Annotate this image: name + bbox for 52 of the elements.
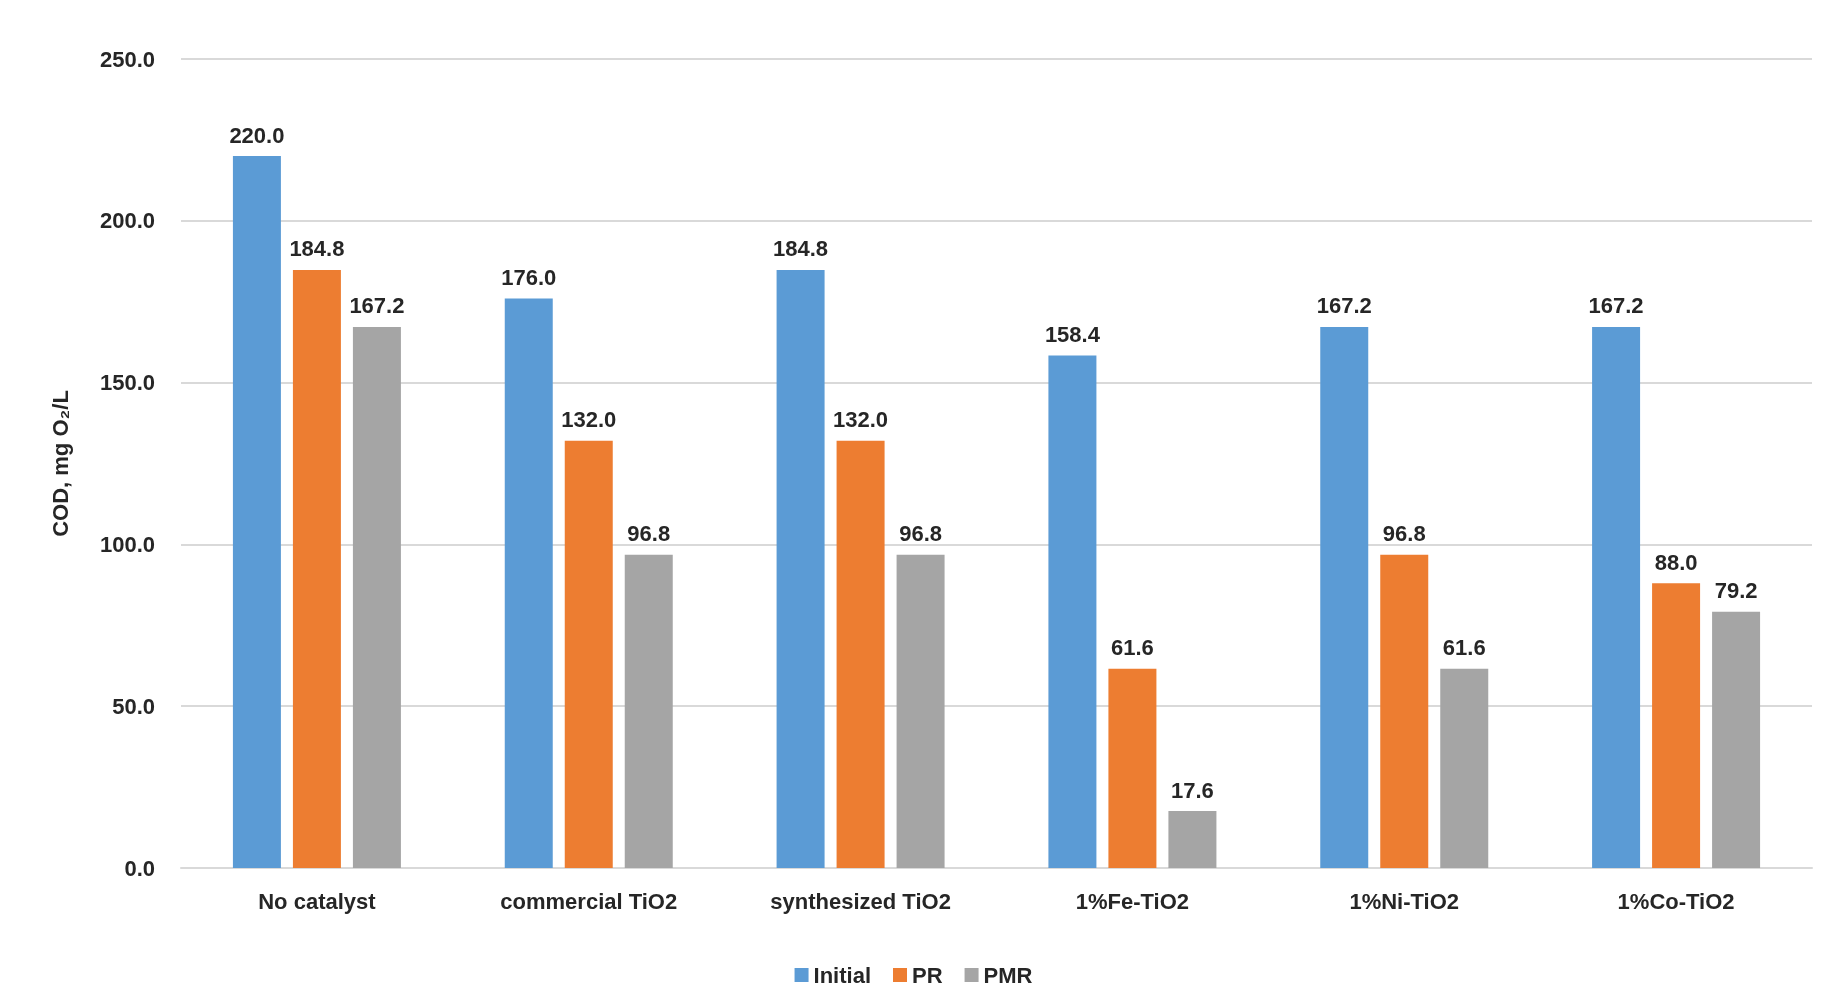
x-tick-label: synthesized TiO2: [770, 888, 951, 914]
bar: [1048, 355, 1097, 868]
data-label: 167.2: [1316, 293, 1372, 319]
data-label: 96.8: [1382, 521, 1426, 547]
bar: [1440, 668, 1489, 868]
y-tick-label: 50.0: [112, 693, 155, 719]
data-label: 17.6: [1171, 777, 1214, 803]
bar: [1592, 326, 1641, 868]
y-tick-label: 200.0: [99, 208, 155, 234]
data-label: 167.2: [1588, 293, 1644, 319]
data-label: 96.8: [627, 521, 671, 547]
bar: [1652, 583, 1701, 868]
bar: [504, 298, 553, 868]
bar: [292, 269, 341, 868]
legend-label: PMR: [983, 962, 1033, 988]
bar: [1380, 554, 1429, 868]
y-axis-title: COD, mg O₂/L: [47, 390, 73, 537]
data-label: 132.0: [833, 407, 889, 433]
bar: [352, 326, 401, 868]
data-label: 220.0: [229, 122, 285, 148]
bar: [1168, 811, 1217, 868]
data-label: 61.6: [1111, 635, 1154, 661]
y-tick-label: 150.0: [99, 370, 155, 396]
bar: [1108, 668, 1157, 868]
legend-label: Initial: [813, 962, 871, 988]
bar: [896, 554, 945, 868]
bar: [836, 440, 885, 868]
y-tick-label: 100.0: [99, 531, 155, 557]
x-tick-label: commercial TiO2: [500, 888, 678, 914]
x-tick-label: No catalyst: [258, 888, 377, 914]
bar: [232, 156, 281, 868]
bar: [564, 440, 613, 868]
bar: [776, 269, 825, 868]
data-label: 132.0: [561, 407, 617, 433]
data-label: 158.4: [1044, 321, 1101, 347]
y-tick-label: 0.0: [124, 855, 155, 881]
legend-label: PR: [912, 962, 943, 988]
data-label: 88.0: [1654, 549, 1698, 575]
y-tick-label: 250.0: [99, 46, 155, 72]
bar: [1712, 611, 1761, 868]
x-tick-label: 1%Fe-TiO2: [1075, 888, 1190, 914]
bar: [624, 554, 673, 868]
data-label: 167.2: [349, 293, 405, 319]
x-tick-label: 1%Co-TiO2: [1617, 888, 1735, 914]
data-label: 79.2: [1714, 578, 1758, 604]
data-label: 96.8: [899, 521, 942, 547]
data-label: 184.8: [773, 236, 829, 262]
bar: [1320, 326, 1369, 868]
x-tick-label: 1%Ni-TiO2: [1349, 888, 1460, 914]
data-label: 184.8: [289, 236, 345, 262]
data-label: 176.0: [501, 264, 557, 290]
data-label: 61.6: [1442, 635, 1486, 661]
